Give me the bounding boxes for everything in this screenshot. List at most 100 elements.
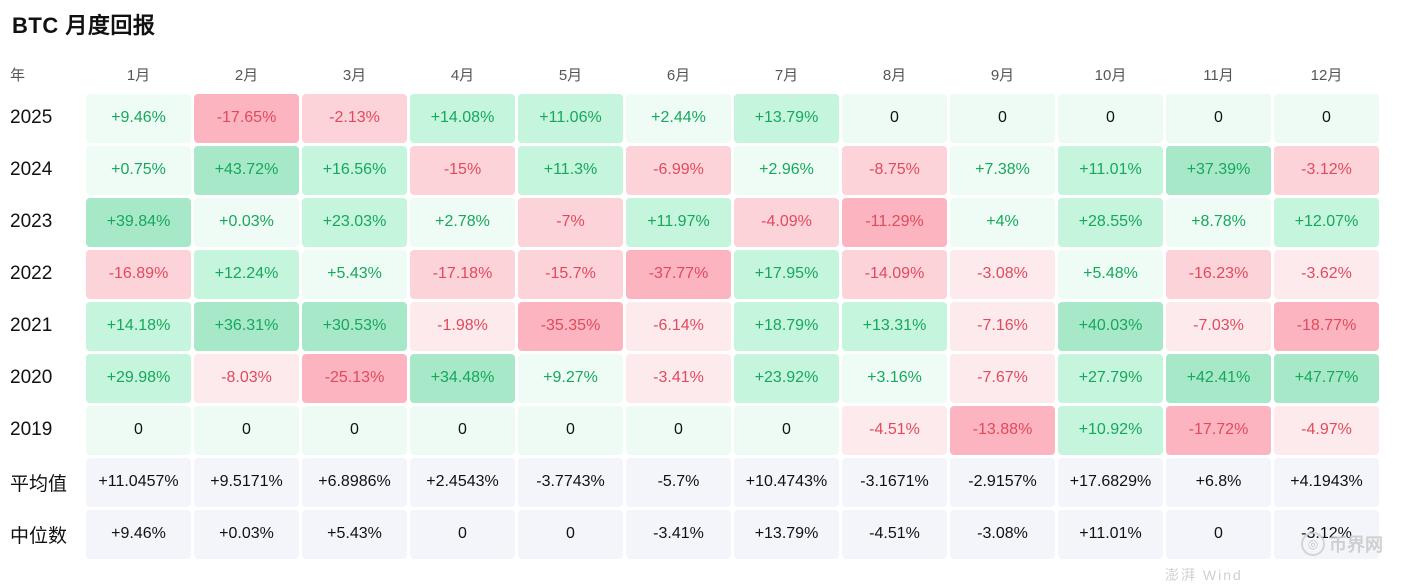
month-header: 5月 bbox=[558, 66, 583, 84]
row-label: 2025 bbox=[10, 107, 53, 128]
return-cell: -14.09% bbox=[842, 249, 947, 299]
return-cell: -3.62% bbox=[1274, 249, 1379, 299]
return-cell: +5.43% bbox=[302, 249, 407, 299]
return-cell: +10.92% bbox=[1058, 405, 1163, 455]
return-cell: -3.41% bbox=[626, 509, 731, 559]
return-cell: +2.78% bbox=[410, 197, 515, 247]
month-header: 6月 bbox=[666, 66, 691, 84]
return-cell: -18.77% bbox=[1274, 301, 1379, 351]
return-cell: +27.79% bbox=[1058, 353, 1163, 403]
month-header: 8月 bbox=[882, 66, 907, 84]
return-cell: +9.5171% bbox=[194, 457, 299, 507]
return-cell: +11.01% bbox=[1058, 509, 1163, 559]
return-cell: +11.01% bbox=[1058, 145, 1163, 195]
table-row: 平均值 +11.0457% +9.5171% +6.8986% +2.4543% -3.7… bbox=[0, 456, 1405, 508]
return-cell: -17.72% bbox=[1166, 405, 1271, 455]
table-row: 2023 +39.84% +0.03% +23.03% +2.78% -7% +11.97%… bbox=[0, 196, 1405, 248]
return-cell: +0.03% bbox=[194, 509, 299, 559]
table-row: 2020 +29.98% -8.03% -25.13% +34.48% +9.27% -3.… bbox=[0, 352, 1405, 404]
return-cell: -16.23% bbox=[1166, 249, 1271, 299]
monthly-returns-table: 年 1月 2月 3月 4月 5月 6月 7月 8月 9月 10月 11月 12月 2025 +9.46%… bbox=[0, 56, 1405, 560]
return-cell: +11.97% bbox=[626, 197, 731, 247]
return-cell: +36.31% bbox=[194, 301, 299, 351]
return-cell: +39.84% bbox=[86, 197, 191, 247]
return-cell: 0 bbox=[626, 405, 731, 455]
row-label: 平均值 bbox=[10, 473, 68, 495]
row-cells: +11.0457% +9.5171% +6.8986% +2.4543% -3.7743… bbox=[86, 457, 1379, 507]
row-label: 2022 bbox=[10, 263, 53, 284]
return-cell: +14.18% bbox=[86, 301, 191, 351]
table-row: 2025 +9.46% -17.65% -2.13% +14.08% +11.06% +2.… bbox=[0, 92, 1405, 144]
return-cell: -3.7743% bbox=[518, 457, 623, 507]
return-cell: 0 bbox=[518, 405, 623, 455]
return-cell: -13.88% bbox=[950, 405, 1055, 455]
return-cell: +47.77% bbox=[1274, 353, 1379, 403]
page-title: BTC 月度回报 bbox=[12, 13, 156, 38]
return-cell: 0 bbox=[194, 405, 299, 455]
return-cell: +11.3% bbox=[518, 145, 623, 195]
return-cell: -17.18% bbox=[410, 249, 515, 299]
return-cell: -3.41% bbox=[626, 353, 731, 403]
month-header: 12月 bbox=[1310, 66, 1343, 84]
table-row: 2021 +14.18% +36.31% +30.53% -1.98% -35.35% -6… bbox=[0, 300, 1405, 352]
return-cell: -8.75% bbox=[842, 145, 947, 195]
return-cell: +5.48% bbox=[1058, 249, 1163, 299]
return-cell: -3.12% bbox=[1274, 145, 1379, 195]
return-cell: -3.08% bbox=[950, 249, 1055, 299]
return-cell: +6.8% bbox=[1166, 457, 1271, 507]
watermark: ◎ 币界网 bbox=[1301, 531, 1383, 557]
return-cell: -4.09% bbox=[734, 197, 839, 247]
return-cell: +14.08% bbox=[410, 93, 515, 143]
return-cell: -2.13% bbox=[302, 93, 407, 143]
return-cell: +18.79% bbox=[734, 301, 839, 351]
return-cell: +5.43% bbox=[302, 509, 407, 559]
month-header: 4月 bbox=[450, 66, 475, 84]
return-cell: -11.29% bbox=[842, 197, 947, 247]
row-cells: -16.89% +12.24% +5.43% -17.18% -15.7% -37.77%… bbox=[86, 249, 1379, 299]
year-column-header: 年 bbox=[10, 66, 26, 84]
return-cell: +2.4543% bbox=[410, 457, 515, 507]
row-label: 2020 bbox=[10, 367, 53, 388]
row-cells: +39.84% +0.03% +23.03% +2.78% -7% +11.97% -4.0… bbox=[86, 197, 1379, 247]
return-cell: +9.46% bbox=[86, 509, 191, 559]
return-cell: +12.07% bbox=[1274, 197, 1379, 247]
return-cell: +37.39% bbox=[1166, 145, 1271, 195]
return-cell: 0 bbox=[410, 509, 515, 559]
return-cell: +16.56% bbox=[302, 145, 407, 195]
month-header: 10月 bbox=[1094, 66, 1127, 84]
return-cell: 0 bbox=[1058, 93, 1163, 143]
return-cell: -2.9157% bbox=[950, 457, 1055, 507]
return-cell: -16.89% bbox=[86, 249, 191, 299]
return-cell: +13.79% bbox=[734, 509, 839, 559]
return-cell: -35.35% bbox=[518, 301, 623, 351]
row-cells: +9.46% -17.65% -2.13% +14.08% +11.06% +2.44% +… bbox=[86, 93, 1379, 143]
return-cell: +8.78% bbox=[1166, 197, 1271, 247]
return-cell: +40.03% bbox=[1058, 301, 1163, 351]
return-cell: +13.79% bbox=[734, 93, 839, 143]
month-header: 11月 bbox=[1203, 66, 1234, 84]
return-cell: +23.03% bbox=[302, 197, 407, 247]
return-cell: +29.98% bbox=[86, 353, 191, 403]
return-cell: 0 bbox=[950, 93, 1055, 143]
return-cell: +11.0457% bbox=[86, 457, 191, 507]
row-cells: +9.46% +0.03% +5.43% 0 0 -3.41% +13.79% -4.51% -… bbox=[86, 509, 1379, 559]
row-label: 2023 bbox=[10, 211, 53, 232]
row-cells: 0 0 0 0 0 0 0 -4.51% -13.88% +10.92% -17.72% -4.97% bbox=[86, 405, 1379, 455]
return-cell: +4.1943% bbox=[1274, 457, 1379, 507]
return-cell: +0.75% bbox=[86, 145, 191, 195]
return-cell: 0 bbox=[410, 405, 515, 455]
return-cell: -6.99% bbox=[626, 145, 731, 195]
watermark-bottom-text: 澎湃 Wind bbox=[1165, 567, 1243, 583]
return-cell: -6.14% bbox=[626, 301, 731, 351]
return-cell: 0 bbox=[1274, 93, 1379, 143]
row-label: 2019 bbox=[10, 419, 53, 440]
table-row: 2022 -16.89% +12.24% +5.43% -17.18% -15.7% -37… bbox=[0, 248, 1405, 300]
return-cell: -25.13% bbox=[302, 353, 407, 403]
return-cell: -7% bbox=[518, 197, 623, 247]
row-cells: +0.75% +43.72% +16.56% -15% +11.3% -6.99% +2.9… bbox=[86, 145, 1379, 195]
return-cell: -1.98% bbox=[410, 301, 515, 351]
return-cell: 0 bbox=[734, 405, 839, 455]
return-cell: +17.95% bbox=[734, 249, 839, 299]
return-cell: -3.1671% bbox=[842, 457, 947, 507]
return-cell: -4.51% bbox=[842, 509, 947, 559]
